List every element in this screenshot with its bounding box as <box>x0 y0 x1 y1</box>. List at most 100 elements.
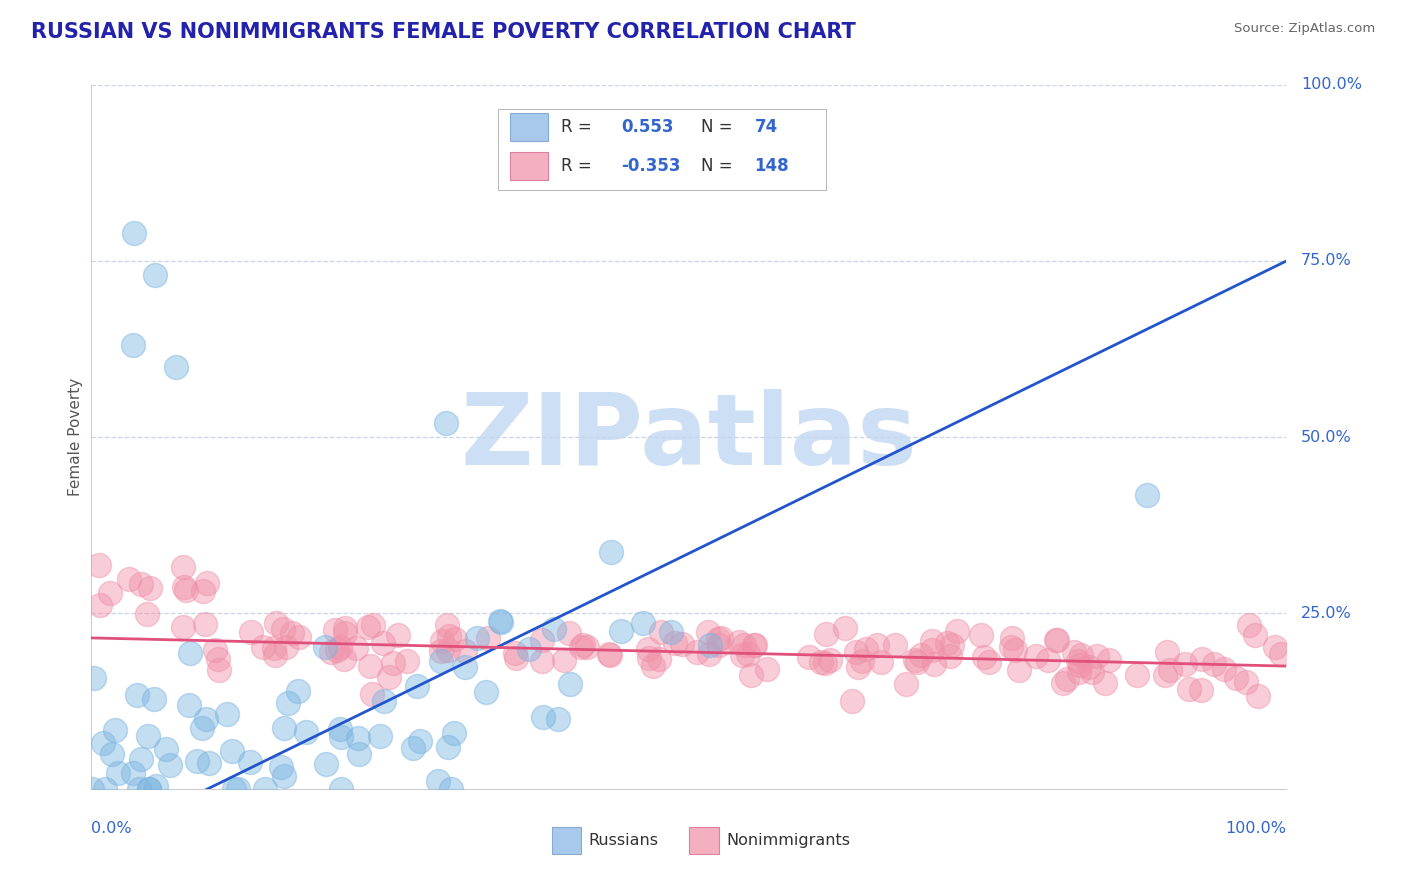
Point <box>359 659 381 673</box>
Point <box>1178 681 1201 696</box>
Point <box>195 576 218 591</box>
Point <box>1202 657 1225 672</box>
Point <box>228 782 250 797</box>
Point <box>329 782 352 797</box>
Point <box>1069 658 1091 673</box>
Point <box>378 670 401 684</box>
Point <box>83 671 105 685</box>
Point <box>1234 675 1257 690</box>
Text: N =: N = <box>700 157 733 175</box>
Point <box>733 638 755 652</box>
Point <box>939 648 962 663</box>
Point <box>866 638 889 652</box>
Point <box>799 649 821 664</box>
Point <box>326 642 349 657</box>
Point <box>477 631 499 645</box>
Point <box>277 696 299 710</box>
Point <box>1052 676 1074 690</box>
Point <box>179 646 201 660</box>
Point <box>600 545 623 559</box>
Point <box>936 636 959 650</box>
Point <box>204 643 226 657</box>
Point <box>264 648 287 662</box>
Point <box>139 582 162 596</box>
Point <box>756 662 779 676</box>
Point <box>572 638 595 652</box>
Point <box>846 660 869 674</box>
Point <box>252 640 274 655</box>
Point <box>429 644 451 658</box>
Point <box>488 614 510 628</box>
Point <box>172 620 194 634</box>
Point <box>142 692 165 706</box>
Point <box>122 766 145 780</box>
Point <box>430 654 453 668</box>
Point <box>273 721 295 735</box>
Point <box>883 638 905 652</box>
Point <box>1174 657 1197 672</box>
Point <box>174 583 197 598</box>
Point <box>89 598 111 612</box>
Point <box>1225 671 1247 685</box>
Point <box>979 655 1001 669</box>
Point <box>543 622 565 636</box>
Point <box>427 773 450 788</box>
Point <box>1191 682 1213 697</box>
Point <box>221 744 243 758</box>
Point <box>491 615 513 629</box>
Text: Source: ZipAtlas.com: Source: ZipAtlas.com <box>1234 22 1375 36</box>
Text: Nonimmigrants: Nonimmigrants <box>725 833 851 848</box>
Y-axis label: Female Poverty: Female Poverty <box>67 378 83 496</box>
Point <box>1056 672 1078 686</box>
Point <box>599 648 621 662</box>
Point <box>697 647 720 661</box>
Point <box>89 558 111 572</box>
Point <box>195 712 218 726</box>
Point <box>855 642 877 657</box>
Point <box>145 268 167 282</box>
Point <box>1008 663 1031 677</box>
Point <box>671 637 693 651</box>
Point <box>818 653 841 667</box>
Point <box>686 645 709 659</box>
Point <box>851 654 873 668</box>
Point <box>707 638 730 652</box>
Point <box>222 782 245 797</box>
Point <box>395 654 418 668</box>
Text: 25.0%: 25.0% <box>1301 606 1351 621</box>
Point <box>1264 640 1286 654</box>
Point <box>323 623 346 637</box>
Point <box>177 698 200 712</box>
Point <box>1212 662 1234 676</box>
Point <box>129 752 152 766</box>
Point <box>1156 645 1178 659</box>
Point <box>1067 654 1090 668</box>
Point <box>122 338 145 352</box>
Point <box>280 626 302 640</box>
Text: ZIPatlas: ZIPatlas <box>461 389 917 485</box>
Point <box>1136 488 1159 502</box>
Point <box>922 657 945 671</box>
Point <box>145 779 167 793</box>
Point <box>1085 649 1108 664</box>
Point <box>406 679 429 693</box>
Point <box>382 657 405 671</box>
Point <box>387 628 409 642</box>
Point <box>810 656 832 670</box>
Point <box>254 782 277 797</box>
Point <box>333 625 356 640</box>
Point <box>569 640 592 655</box>
Point <box>1078 659 1101 673</box>
FancyBboxPatch shape <box>498 110 827 191</box>
Point <box>1045 633 1067 648</box>
Point <box>921 643 943 657</box>
Point <box>610 624 633 639</box>
Point <box>270 760 292 774</box>
Point <box>560 677 582 691</box>
Point <box>637 641 659 656</box>
Point <box>239 625 262 640</box>
Point <box>1081 665 1104 679</box>
Point <box>263 640 285 655</box>
Point <box>368 729 391 743</box>
Point <box>329 640 352 654</box>
